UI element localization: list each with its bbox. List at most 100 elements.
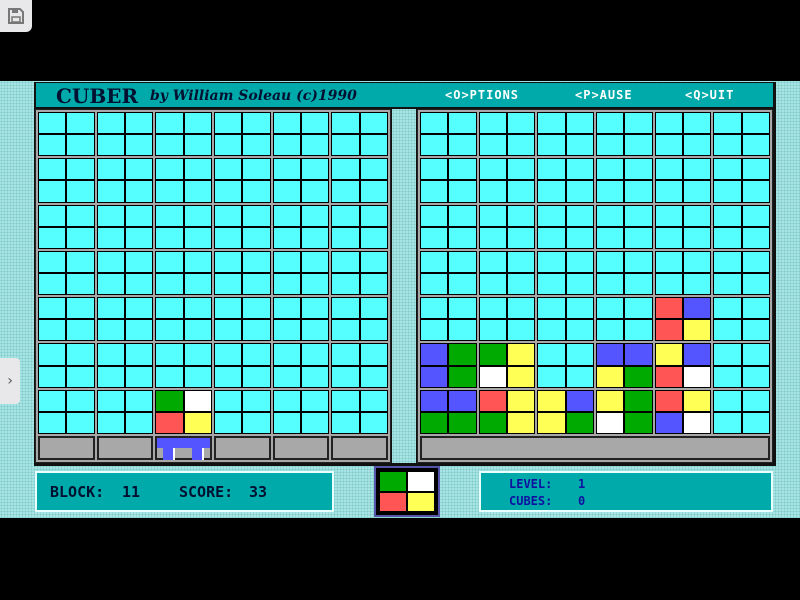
- cube-face: [566, 181, 593, 202]
- cube-face: [507, 390, 535, 411]
- cube-block: [272, 343, 330, 388]
- drop-slot[interactable]: [272, 435, 330, 460]
- cube-face: [184, 227, 211, 248]
- cube-face: [184, 113, 211, 134]
- cube-face: [479, 205, 506, 226]
- menu-pause[interactable]: <P>AUSE: [575, 88, 633, 102]
- side-panel-toggle[interactable]: ›: [0, 358, 20, 404]
- left-board[interactable]: [35, 109, 391, 463]
- cube-face: [125, 320, 153, 341]
- cube-face: [125, 390, 153, 411]
- cube-face: [39, 273, 66, 295]
- cube-face: [360, 320, 387, 341]
- cube-face: [683, 298, 711, 319]
- cube-face: [449, 320, 476, 341]
- cube-face: [449, 135, 476, 156]
- cube-block: [420, 389, 477, 434]
- cube-face: [243, 366, 270, 387]
- cube-face: [449, 344, 476, 365]
- cube-face: [714, 298, 741, 319]
- cube-face: [625, 205, 652, 226]
- cube-block: [96, 204, 154, 249]
- drop-slot[interactable]: [214, 435, 271, 460]
- cube-block: [96, 343, 154, 388]
- cube-face: [714, 251, 741, 272]
- cube-face: [184, 205, 211, 226]
- cube-face: [156, 366, 183, 387]
- cube-face: [97, 159, 124, 180]
- cube-face: [156, 181, 183, 202]
- cube-face: [97, 320, 124, 341]
- cube-face: [332, 298, 359, 319]
- cube-face: [243, 205, 270, 226]
- cube-face: [243, 320, 270, 341]
- cube-block: [596, 343, 653, 388]
- drop-slot[interactable]: [38, 435, 95, 460]
- cube-block: [214, 112, 271, 157]
- cube-block: [537, 389, 594, 434]
- cube-face: [301, 298, 329, 319]
- cube-block: [654, 250, 712, 296]
- game-frame: CUBER by William Soleau (c)1990 <O>PTION…: [34, 82, 776, 466]
- cube-block: [331, 158, 388, 203]
- cube-face: [655, 159, 682, 180]
- cube-face: [273, 366, 300, 387]
- menu-quit[interactable]: <Q>UIT: [685, 88, 735, 102]
- cube-face: [625, 135, 652, 156]
- cube-face: [97, 205, 124, 226]
- cube-face: [538, 251, 565, 272]
- cube-block: [713, 389, 770, 434]
- cube-face: [683, 113, 711, 134]
- cube-face: [39, 227, 66, 248]
- cube-face: [655, 344, 682, 365]
- cube-face: [714, 205, 741, 226]
- cube-face: [625, 412, 652, 433]
- cube-block: [420, 112, 477, 157]
- cube-face: [39, 135, 66, 156]
- cube-face: [479, 412, 506, 433]
- menu-options[interactable]: <O>PTIONS: [445, 88, 520, 102]
- cube-face: [507, 159, 535, 180]
- cube-face: [597, 344, 624, 365]
- cube-block: [331, 389, 388, 434]
- cube-face: [39, 205, 66, 226]
- cube-face: [449, 181, 476, 202]
- cube-face: [332, 113, 359, 134]
- right-board[interactable]: [417, 109, 773, 463]
- cube-block: [96, 112, 154, 157]
- cube-face: [683, 205, 711, 226]
- cube-face: [479, 181, 506, 202]
- cube-face: [97, 181, 124, 202]
- cube-face: [625, 273, 652, 295]
- cube-face: [215, 251, 242, 272]
- cube-face: [683, 344, 711, 365]
- cube-face: [67, 320, 94, 341]
- cube-block: [155, 343, 212, 388]
- cube-face: [479, 227, 506, 248]
- cube-face: [380, 472, 406, 491]
- cube-face: [243, 298, 270, 319]
- cube-face: [332, 344, 359, 365]
- byline: by William Soleau (c)1990: [150, 88, 357, 104]
- cube-face: [479, 298, 506, 319]
- cube-block: [420, 343, 477, 388]
- cube-face: [421, 298, 448, 319]
- cube-face: [39, 159, 66, 180]
- save-button[interactable]: [0, 0, 32, 32]
- cube-face: [507, 135, 535, 156]
- cube-face: [538, 366, 565, 387]
- drop-slot[interactable]: [155, 435, 212, 460]
- cube-face: [655, 227, 682, 248]
- cube-block: [596, 204, 653, 249]
- drop-slot[interactable]: [331, 435, 388, 460]
- level-value: 1: [578, 477, 586, 491]
- cube-face: [301, 205, 329, 226]
- cube-block: [38, 204, 95, 249]
- cube-block: [155, 158, 212, 203]
- cube-face: [683, 366, 711, 387]
- cube-face: [742, 181, 769, 202]
- drop-slot[interactable]: [96, 435, 154, 460]
- cube-face: [449, 412, 476, 433]
- cube-block: [214, 250, 271, 296]
- cube-face: [243, 181, 270, 202]
